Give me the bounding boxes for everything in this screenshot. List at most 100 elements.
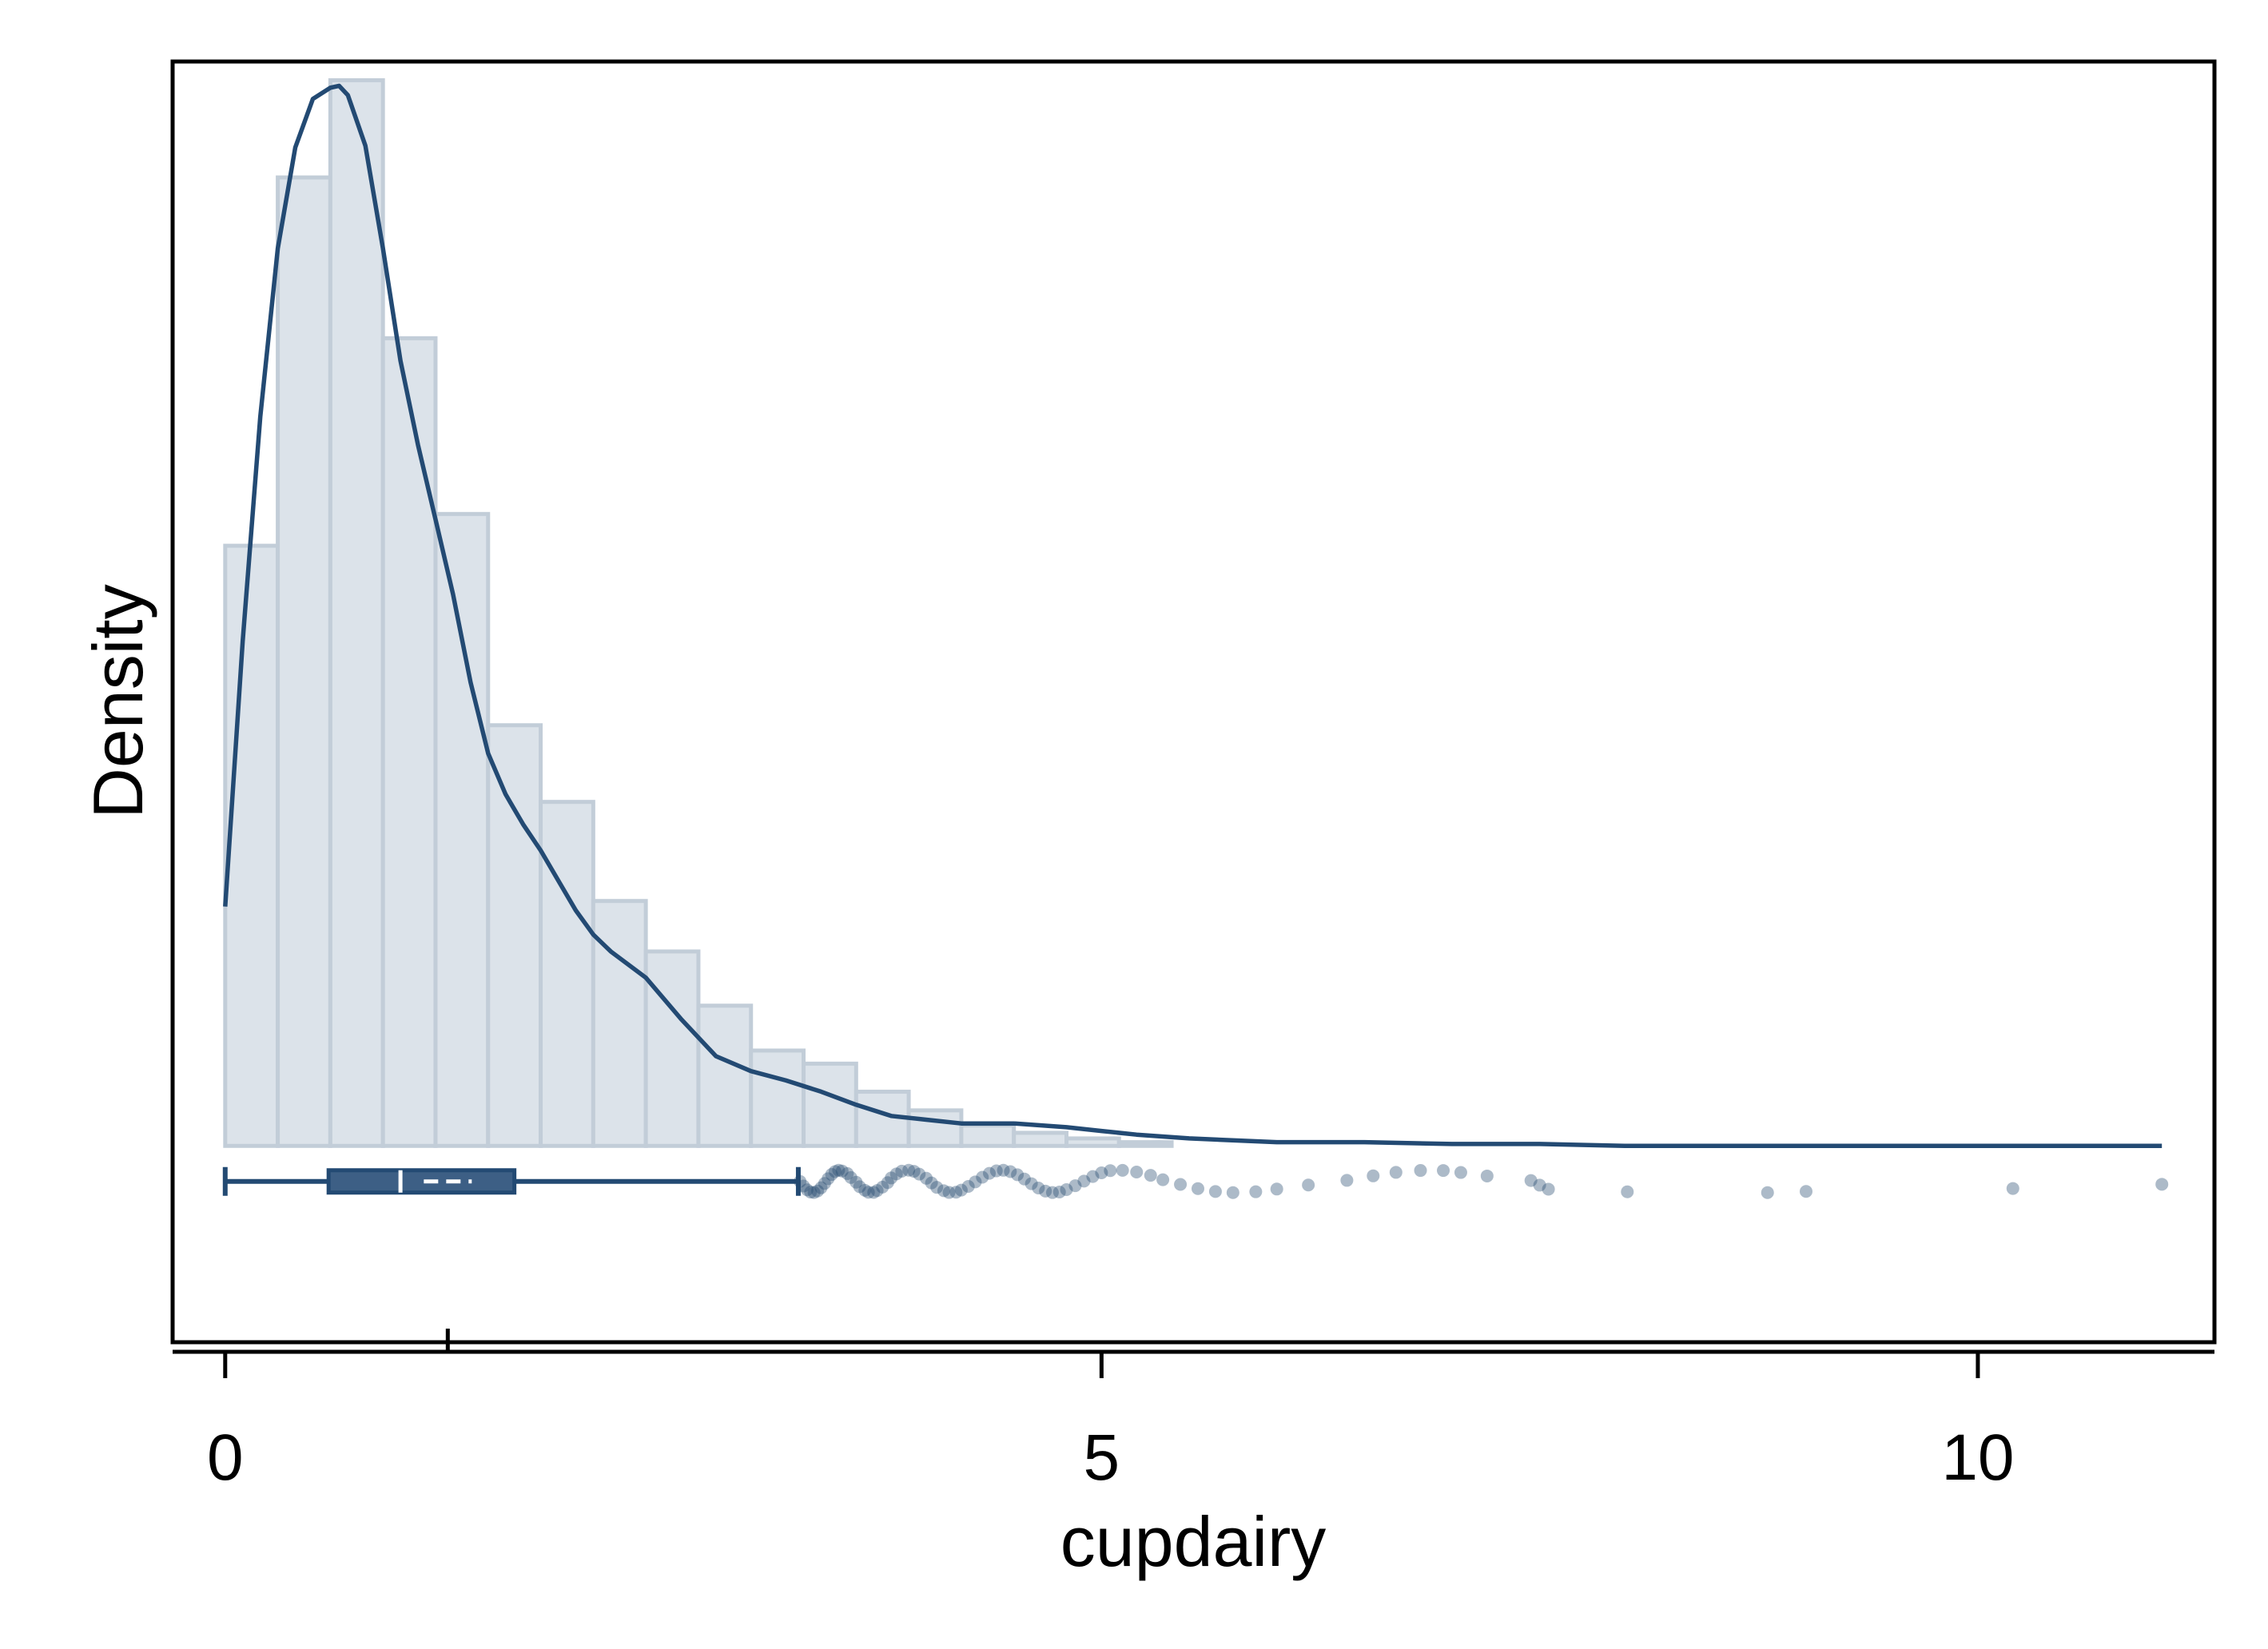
boxplot <box>222 1166 801 1196</box>
outlier-point <box>814 1181 828 1194</box>
histogram-bar <box>643 949 701 1148</box>
outlier-point <box>832 1163 846 1177</box>
outlier-point <box>1340 1174 1354 1187</box>
outlier-point <box>841 1166 854 1180</box>
outlier-point <box>1130 1165 1144 1178</box>
outlier-point <box>829 1165 842 1178</box>
outlier-point <box>1004 1165 1017 1178</box>
histogram-bar <box>1064 1136 1121 1148</box>
outlier-point <box>811 1184 825 1198</box>
outlier-point <box>822 1172 835 1186</box>
outlier-point <box>983 1166 996 1180</box>
outlier-point <box>807 1186 821 1199</box>
outlier-point <box>937 1184 950 1198</box>
histogram-bar <box>380 336 438 1148</box>
outlier-point <box>1480 1169 1494 1182</box>
outlier-point <box>870 1184 884 1198</box>
x-tick-label: 5 <box>1084 1421 1120 1494</box>
outlier-point <box>1045 1186 1059 1199</box>
outlier-point <box>1191 1182 1204 1195</box>
histogram-bar <box>959 1123 1017 1148</box>
histogram-bar <box>486 723 543 1148</box>
outlier-point <box>1077 1174 1091 1188</box>
outlier-point <box>818 1177 831 1190</box>
outlier-point <box>920 1171 933 1185</box>
outlier-point <box>889 1167 903 1181</box>
plot-frame <box>170 59 2217 1345</box>
outlier-point <box>1032 1181 1045 1194</box>
outlier-point <box>1389 1166 1403 1179</box>
density-curve-layer <box>223 83 2163 1149</box>
outlier-point <box>1025 1177 1038 1190</box>
histogram-bar <box>906 1108 964 1148</box>
y-axis-title: Density <box>78 584 157 818</box>
outlier-point <box>989 1164 1003 1178</box>
histogram-bar <box>276 175 332 1148</box>
outlier-point <box>942 1186 956 1199</box>
histogram-bar <box>223 543 281 1148</box>
histogram-bars <box>223 77 1174 1148</box>
outlier-point <box>969 1175 982 1189</box>
outlier-point <box>1249 1185 1263 1198</box>
outlier-point <box>797 1179 810 1193</box>
outlier-points <box>794 1163 2169 1199</box>
outlier-point <box>2155 1178 2169 1191</box>
outlier-point <box>1761 1186 1774 1199</box>
outlier-point <box>1226 1186 1239 1199</box>
outlier-point <box>1208 1185 1222 1198</box>
outlier-point <box>1060 1182 1073 1196</box>
outlier-point <box>885 1171 898 1185</box>
outlier-point <box>850 1175 863 1189</box>
outlier-point <box>1174 1178 1188 1191</box>
histogram-bar <box>802 1061 858 1148</box>
outlier-point <box>1542 1182 1555 1196</box>
outlier-point <box>800 1183 814 1197</box>
outlier-point <box>1414 1164 1427 1178</box>
outlier-point <box>1156 1173 1170 1186</box>
outlier-point <box>1533 1178 1546 1192</box>
outlier-point <box>1437 1164 1450 1178</box>
outlier-point <box>1039 1184 1052 1198</box>
outlier-point <box>1104 1164 1117 1178</box>
outlier-point <box>1454 1166 1467 1179</box>
outlier-point <box>1621 1185 1634 1198</box>
outlier-point <box>825 1168 838 1182</box>
outlier-point <box>853 1180 866 1194</box>
outlier-point <box>867 1186 881 1199</box>
histogram-bar <box>591 899 648 1148</box>
outlier-point <box>902 1163 916 1177</box>
outlier-point <box>876 1180 889 1194</box>
outlier-point <box>1011 1168 1025 1182</box>
outlier-point <box>804 1186 818 1199</box>
outlier-point <box>1367 1169 1380 1182</box>
outlier-point <box>997 1163 1010 1177</box>
histogram-bar <box>328 77 385 1148</box>
x-axis-title: cupdairy <box>1060 1502 1327 1581</box>
x-axis: 0 5 10 <box>173 1329 2214 1494</box>
outlier-point <box>835 1164 849 1178</box>
outlier-point <box>895 1164 909 1178</box>
outlier-point <box>930 1181 944 1194</box>
outlier-point <box>1017 1172 1031 1186</box>
histogram-bar <box>433 511 491 1148</box>
outlier-point <box>913 1167 926 1181</box>
outlier-point <box>1068 1179 1082 1193</box>
outlier-point <box>1095 1166 1108 1180</box>
histogram-bar <box>539 800 595 1148</box>
box-iqr <box>326 1168 517 1195</box>
outlier-point <box>949 1186 963 1199</box>
outlier-point <box>907 1165 921 1178</box>
x-tick-label: 0 <box>207 1421 244 1494</box>
outlier-point <box>881 1176 894 1190</box>
outlier-point <box>954 1183 968 1197</box>
outlier-point <box>861 1186 875 1199</box>
x-tick-label: 10 <box>1941 1421 2014 1494</box>
histogram-bar <box>696 1003 754 1148</box>
outlier-point <box>1270 1182 1283 1196</box>
outlier-point <box>858 1183 872 1197</box>
outlier-point <box>976 1170 989 1184</box>
outlier-point <box>2006 1182 2019 1195</box>
outlier-point <box>1302 1178 1315 1192</box>
histogram-bar <box>1116 1140 1174 1148</box>
